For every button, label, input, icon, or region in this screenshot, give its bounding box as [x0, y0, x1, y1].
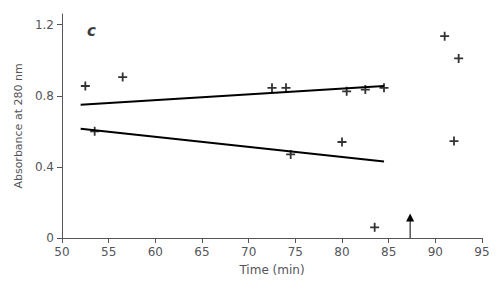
svg-text:0.4: 0.4	[35, 160, 54, 174]
svg-text:85: 85	[381, 245, 396, 259]
svg-text:95: 95	[474, 245, 489, 259]
svg-text:75: 75	[288, 245, 303, 259]
svg-text:0.8: 0.8	[35, 89, 54, 103]
svg-text:55: 55	[101, 245, 116, 259]
svg-text:65: 65	[194, 245, 209, 259]
svg-text:70: 70	[241, 245, 256, 259]
svg-text:80: 80	[334, 245, 349, 259]
svg-text:Absorbance at 280 nm: Absorbance at 280 nm	[12, 63, 25, 188]
svg-text:90: 90	[428, 245, 443, 259]
svg-text:60: 60	[148, 245, 163, 259]
svg-text:Time (min): Time (min)	[238, 263, 304, 277]
svg-text:0: 0	[46, 231, 54, 245]
svg-text:c: c	[87, 22, 96, 40]
svg-text:50: 50	[54, 245, 69, 259]
svg-text:1.2: 1.2	[35, 18, 54, 32]
